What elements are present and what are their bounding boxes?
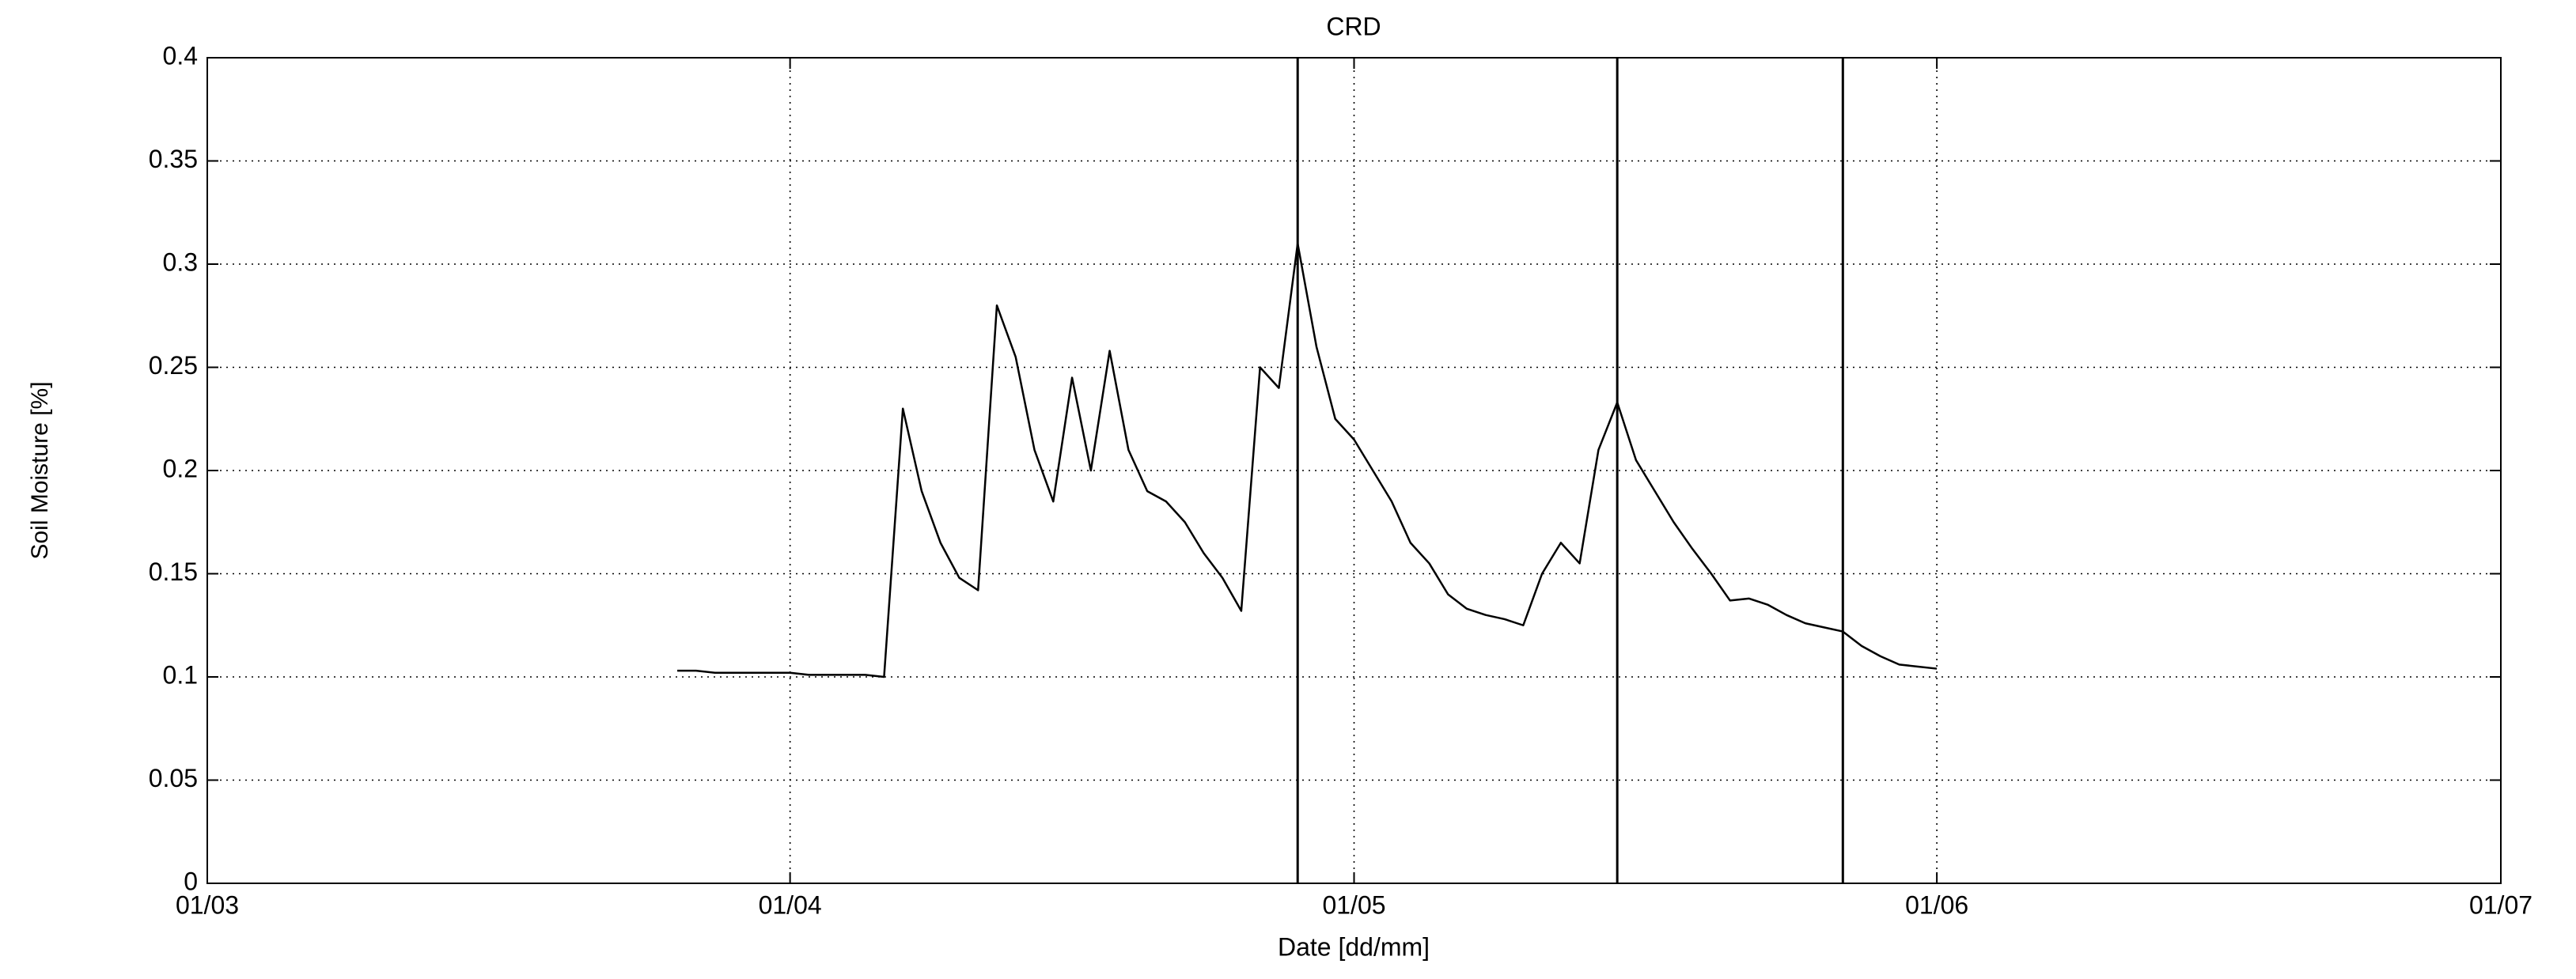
x-axis-label: Date [dd/mm]	[1278, 932, 1430, 961]
x-tick-label: 01/07	[2469, 890, 2532, 919]
plot-frame	[206, 57, 2502, 884]
x-tick-label: 01/03	[176, 890, 239, 919]
y-axis-label: Soil Moisture [%]	[27, 381, 53, 559]
data-line	[677, 242, 1938, 678]
y-tick-label: 0.25	[149, 351, 198, 380]
y-tick-label: 0.3	[163, 248, 198, 276]
y-tick-label: 0.2	[163, 454, 198, 482]
y-tick-label: 0.35	[149, 145, 198, 173]
chart-title: CRD	[1326, 12, 1381, 40]
y-tick-label: 0.1	[163, 660, 198, 689]
y-tick-label: 0.05	[149, 764, 198, 792]
x-tick-label: 01/06	[1905, 890, 1968, 919]
x-tick-label: 01/05	[1322, 890, 1385, 919]
y-tick-label: 0.4	[163, 41, 198, 70]
y-tick-label: 0.15	[149, 558, 198, 586]
y-tick-label: 0	[184, 867, 198, 895]
x-tick-label: 01/04	[759, 890, 822, 919]
